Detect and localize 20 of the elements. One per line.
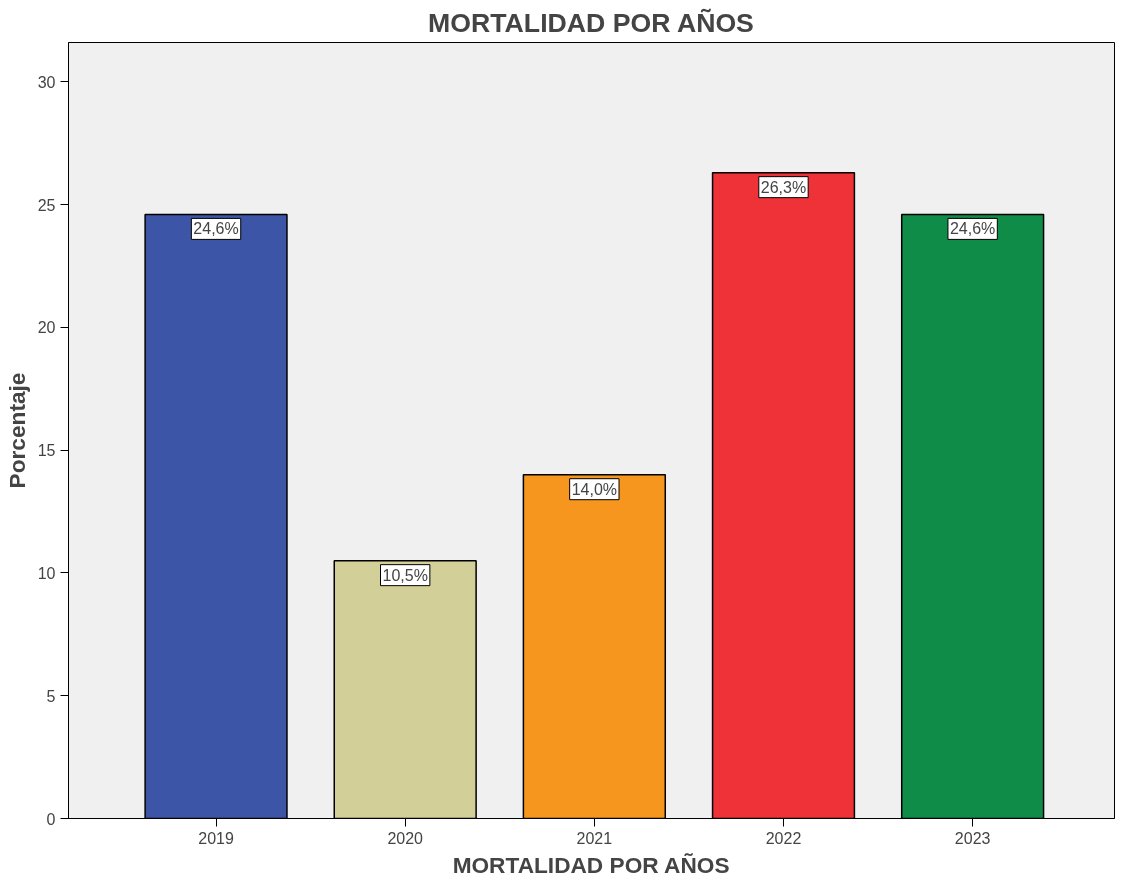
data-label: 10,5% [382, 566, 428, 584]
x-tick-label: 2019 [198, 829, 234, 847]
y-tick-label: 15 [37, 442, 56, 460]
y-axis-title: Porcentaje [3, 372, 30, 489]
y-tick-label: 0 [46, 810, 56, 828]
data-label: 24,6% [193, 220, 239, 238]
y-tick-label: 20 [37, 319, 56, 337]
y-tick-label: 10 [37, 564, 56, 582]
data-label: 14,0% [571, 480, 618, 498]
data-label: 24,6% [949, 220, 996, 238]
x-tick-label: 2023 [954, 829, 991, 847]
x-tick-label: 2021 [576, 829, 613, 847]
chart-title: MORTALIDAD POR AÑOS [428, 7, 754, 38]
y-tick-label: 25 [37, 196, 56, 214]
y-tick-label: 5 [46, 687, 56, 705]
x-tick-label: 2020 [387, 829, 424, 847]
data-label: 26,3% [760, 178, 807, 196]
x-tick-label: 2022 [765, 829, 802, 847]
x-axis-title: MORTALIDAD POR AÑOS [452, 851, 730, 878]
y-tick-label: 30 [37, 73, 56, 91]
